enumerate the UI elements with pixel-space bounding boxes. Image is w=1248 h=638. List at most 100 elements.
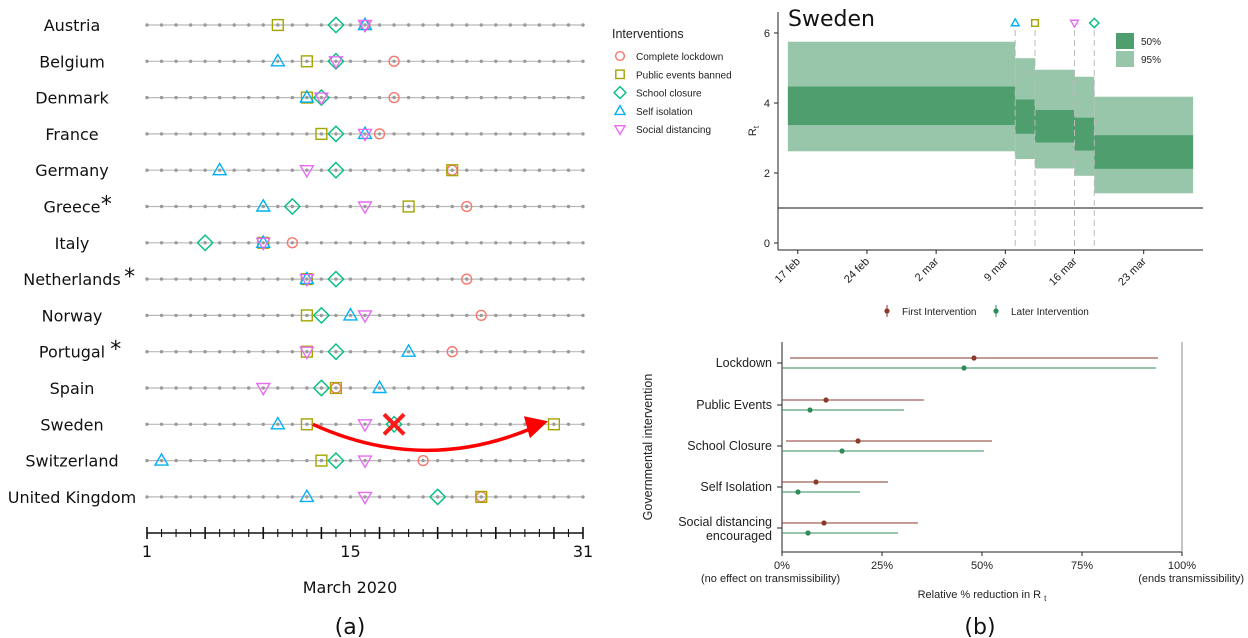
day-dot (233, 60, 236, 63)
day-dot (363, 314, 366, 317)
day-dot (305, 277, 308, 280)
day-dot (174, 386, 177, 389)
country-row: Denmark (35, 89, 584, 108)
day-dot (174, 23, 177, 26)
day-dot (567, 132, 570, 135)
day-dot (291, 169, 294, 172)
day-dot (421, 495, 424, 498)
day-dot (480, 60, 483, 63)
day-dot (305, 459, 308, 462)
day-dot (334, 205, 337, 208)
day-dot (451, 96, 454, 99)
later-intervention-point (807, 407, 812, 412)
day-dot (160, 350, 163, 353)
first-intervention-point (821, 520, 826, 525)
day-dot (567, 205, 570, 208)
day-dot (552, 386, 555, 389)
day-dot (465, 459, 468, 462)
day-dot (509, 169, 512, 172)
day-dot (276, 277, 279, 280)
day-dot (451, 277, 454, 280)
day-dot (276, 350, 279, 353)
day-dot (436, 205, 439, 208)
panel-a-intervention-timeline: Austria Belgium Denmark France Germany Greece… (8, 16, 732, 638)
day-dot (320, 205, 323, 208)
day-dot (436, 169, 439, 172)
day-dot (349, 386, 352, 389)
day-dot (262, 23, 265, 26)
day-dot (436, 277, 439, 280)
day-dot (567, 386, 570, 389)
day-dot (581, 169, 584, 172)
day-dot (378, 386, 381, 389)
day-dot (247, 423, 250, 426)
day-dot (480, 241, 483, 244)
day-dot (581, 423, 584, 426)
rt-legend-label: 50% (1141, 37, 1161, 48)
day-dot (233, 169, 236, 172)
day-dot (436, 459, 439, 462)
day-dot (145, 459, 148, 462)
country-row: Norway (42, 306, 585, 325)
day-dot (581, 459, 584, 462)
first-intervention-point (971, 355, 976, 360)
forest-category-label: Self Isolation (700, 480, 772, 494)
day-dot (465, 386, 468, 389)
day-dot (509, 277, 512, 280)
day-dot (262, 423, 265, 426)
move-arrow (313, 424, 532, 450)
panel-a-x-axis: 1 15 31 (142, 527, 593, 561)
day-dot (320, 23, 323, 26)
day-dot (160, 277, 163, 280)
day-dot (349, 277, 352, 280)
day-dot (465, 169, 468, 172)
day-dot (407, 386, 410, 389)
day-dot (203, 459, 206, 462)
panel-a-x-label: March 2020 (303, 578, 398, 597)
move-arrowhead (524, 416, 548, 438)
day-dot (276, 169, 279, 172)
rt-y-tick-label: 2 (764, 168, 770, 180)
country-row: Portugal * (39, 338, 585, 363)
day-dot (320, 495, 323, 498)
forest-category-label: encouraged (706, 529, 772, 543)
day-dot (145, 423, 148, 426)
day-dot (189, 96, 192, 99)
day-dot (392, 350, 395, 353)
day-dot (509, 96, 512, 99)
country-row: Italy (55, 234, 585, 253)
day-dot (494, 459, 497, 462)
day-dot (160, 169, 163, 172)
day-dot (392, 314, 395, 317)
day-dot (247, 169, 250, 172)
day-dot (451, 132, 454, 135)
events-date-marker (1032, 20, 1039, 27)
day-dot (465, 241, 468, 244)
rt-y-tick-label: 0 (764, 238, 770, 250)
country-row: Netherlands * (23, 265, 584, 290)
day-dot (203, 132, 206, 135)
day-dot (145, 60, 148, 63)
day-dot (334, 495, 337, 498)
day-dot (363, 169, 366, 172)
country-row: Austria (44, 16, 585, 35)
day-dot (218, 277, 221, 280)
day-dot (407, 169, 410, 172)
day-dot (480, 23, 483, 26)
day-dot (494, 277, 497, 280)
day-dot (276, 23, 279, 26)
day-dot (349, 23, 352, 26)
day-dot (421, 386, 424, 389)
day-dot (218, 96, 221, 99)
day-dot (276, 386, 279, 389)
day-dot (567, 241, 570, 244)
panel-b-sweden-rt: 0246Rt17 feb 24 feb 2 mar 9 mar 16 mar 23 mar… (747, 7, 1203, 638)
day-dot (247, 277, 250, 280)
day-dot (334, 132, 337, 135)
rt-interval-50 (1015, 100, 1035, 134)
day-dot (581, 277, 584, 280)
day-dot (189, 23, 192, 26)
sweden-annotation (313, 414, 559, 450)
day-dot (509, 314, 512, 317)
day-dot (465, 495, 468, 498)
